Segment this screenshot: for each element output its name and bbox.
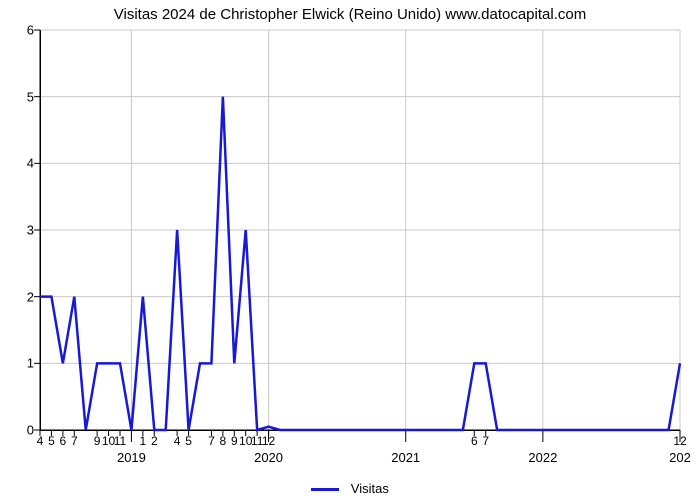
x-minor-label: 8 [220, 434, 227, 448]
chart-svg [40, 30, 680, 430]
y-tick-label: 6 [27, 23, 34, 38]
x-minor-label: 5 [48, 434, 55, 448]
x-minor-label: 1 [140, 434, 147, 448]
x-minor-label: 7 [482, 434, 489, 448]
y-tick-label: 3 [27, 223, 34, 238]
x-major-label: 2021 [391, 450, 420, 465]
chart-plot-area: 0123456201920202021202220245679101112457… [40, 30, 680, 430]
x-minor-label: 9 [231, 434, 238, 448]
y-tick-label: 1 [27, 356, 34, 371]
y-tick-label: 2 [27, 289, 34, 304]
x-minor-label: 7 [71, 434, 78, 448]
x-minor-label: 12 [262, 434, 275, 448]
x-minor-label: 4 [174, 434, 181, 448]
x-major-label: 202 [669, 450, 691, 465]
x-major-label: 2022 [528, 450, 557, 465]
legend-label: Visitas [351, 481, 389, 496]
chart-title: Visitas 2024 de Christopher Elwick (Rein… [0, 6, 700, 23]
x-minor-label: 6 [471, 434, 478, 448]
x-minor-label: 7 [208, 434, 215, 448]
x-minor-label: 9 [94, 434, 101, 448]
x-major-label: 2020 [254, 450, 283, 465]
chart-legend: Visitas [0, 481, 700, 496]
x-minor-label: 6 [60, 434, 67, 448]
x-minor-label: 2 [151, 434, 158, 448]
y-tick-label: 5 [27, 89, 34, 104]
y-tick-label: 4 [27, 156, 34, 171]
x-major-label: 2019 [117, 450, 146, 465]
chart-container: Visitas 2024 de Christopher Elwick (Rein… [0, 0, 700, 500]
y-tick-label: 0 [27, 423, 34, 438]
legend-swatch [311, 488, 339, 491]
x-minor-label: 5 [185, 434, 192, 448]
x-minor-label: 12 [673, 434, 686, 448]
x-minor-label: 11 [114, 434, 126, 448]
x-minor-label: 4 [37, 434, 44, 448]
